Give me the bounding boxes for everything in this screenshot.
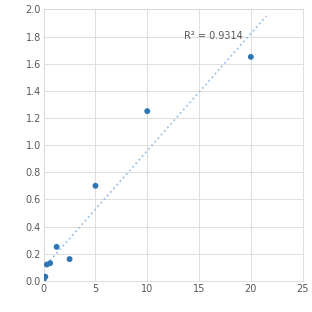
Point <box>54 244 59 249</box>
Point <box>67 256 72 261</box>
Point <box>44 262 49 267</box>
Point <box>43 274 48 279</box>
Point <box>48 261 53 266</box>
Point <box>41 277 46 282</box>
Point <box>248 54 253 59</box>
Point <box>93 183 98 188</box>
Point <box>145 109 150 114</box>
Text: R² = 0.9314: R² = 0.9314 <box>183 31 242 41</box>
